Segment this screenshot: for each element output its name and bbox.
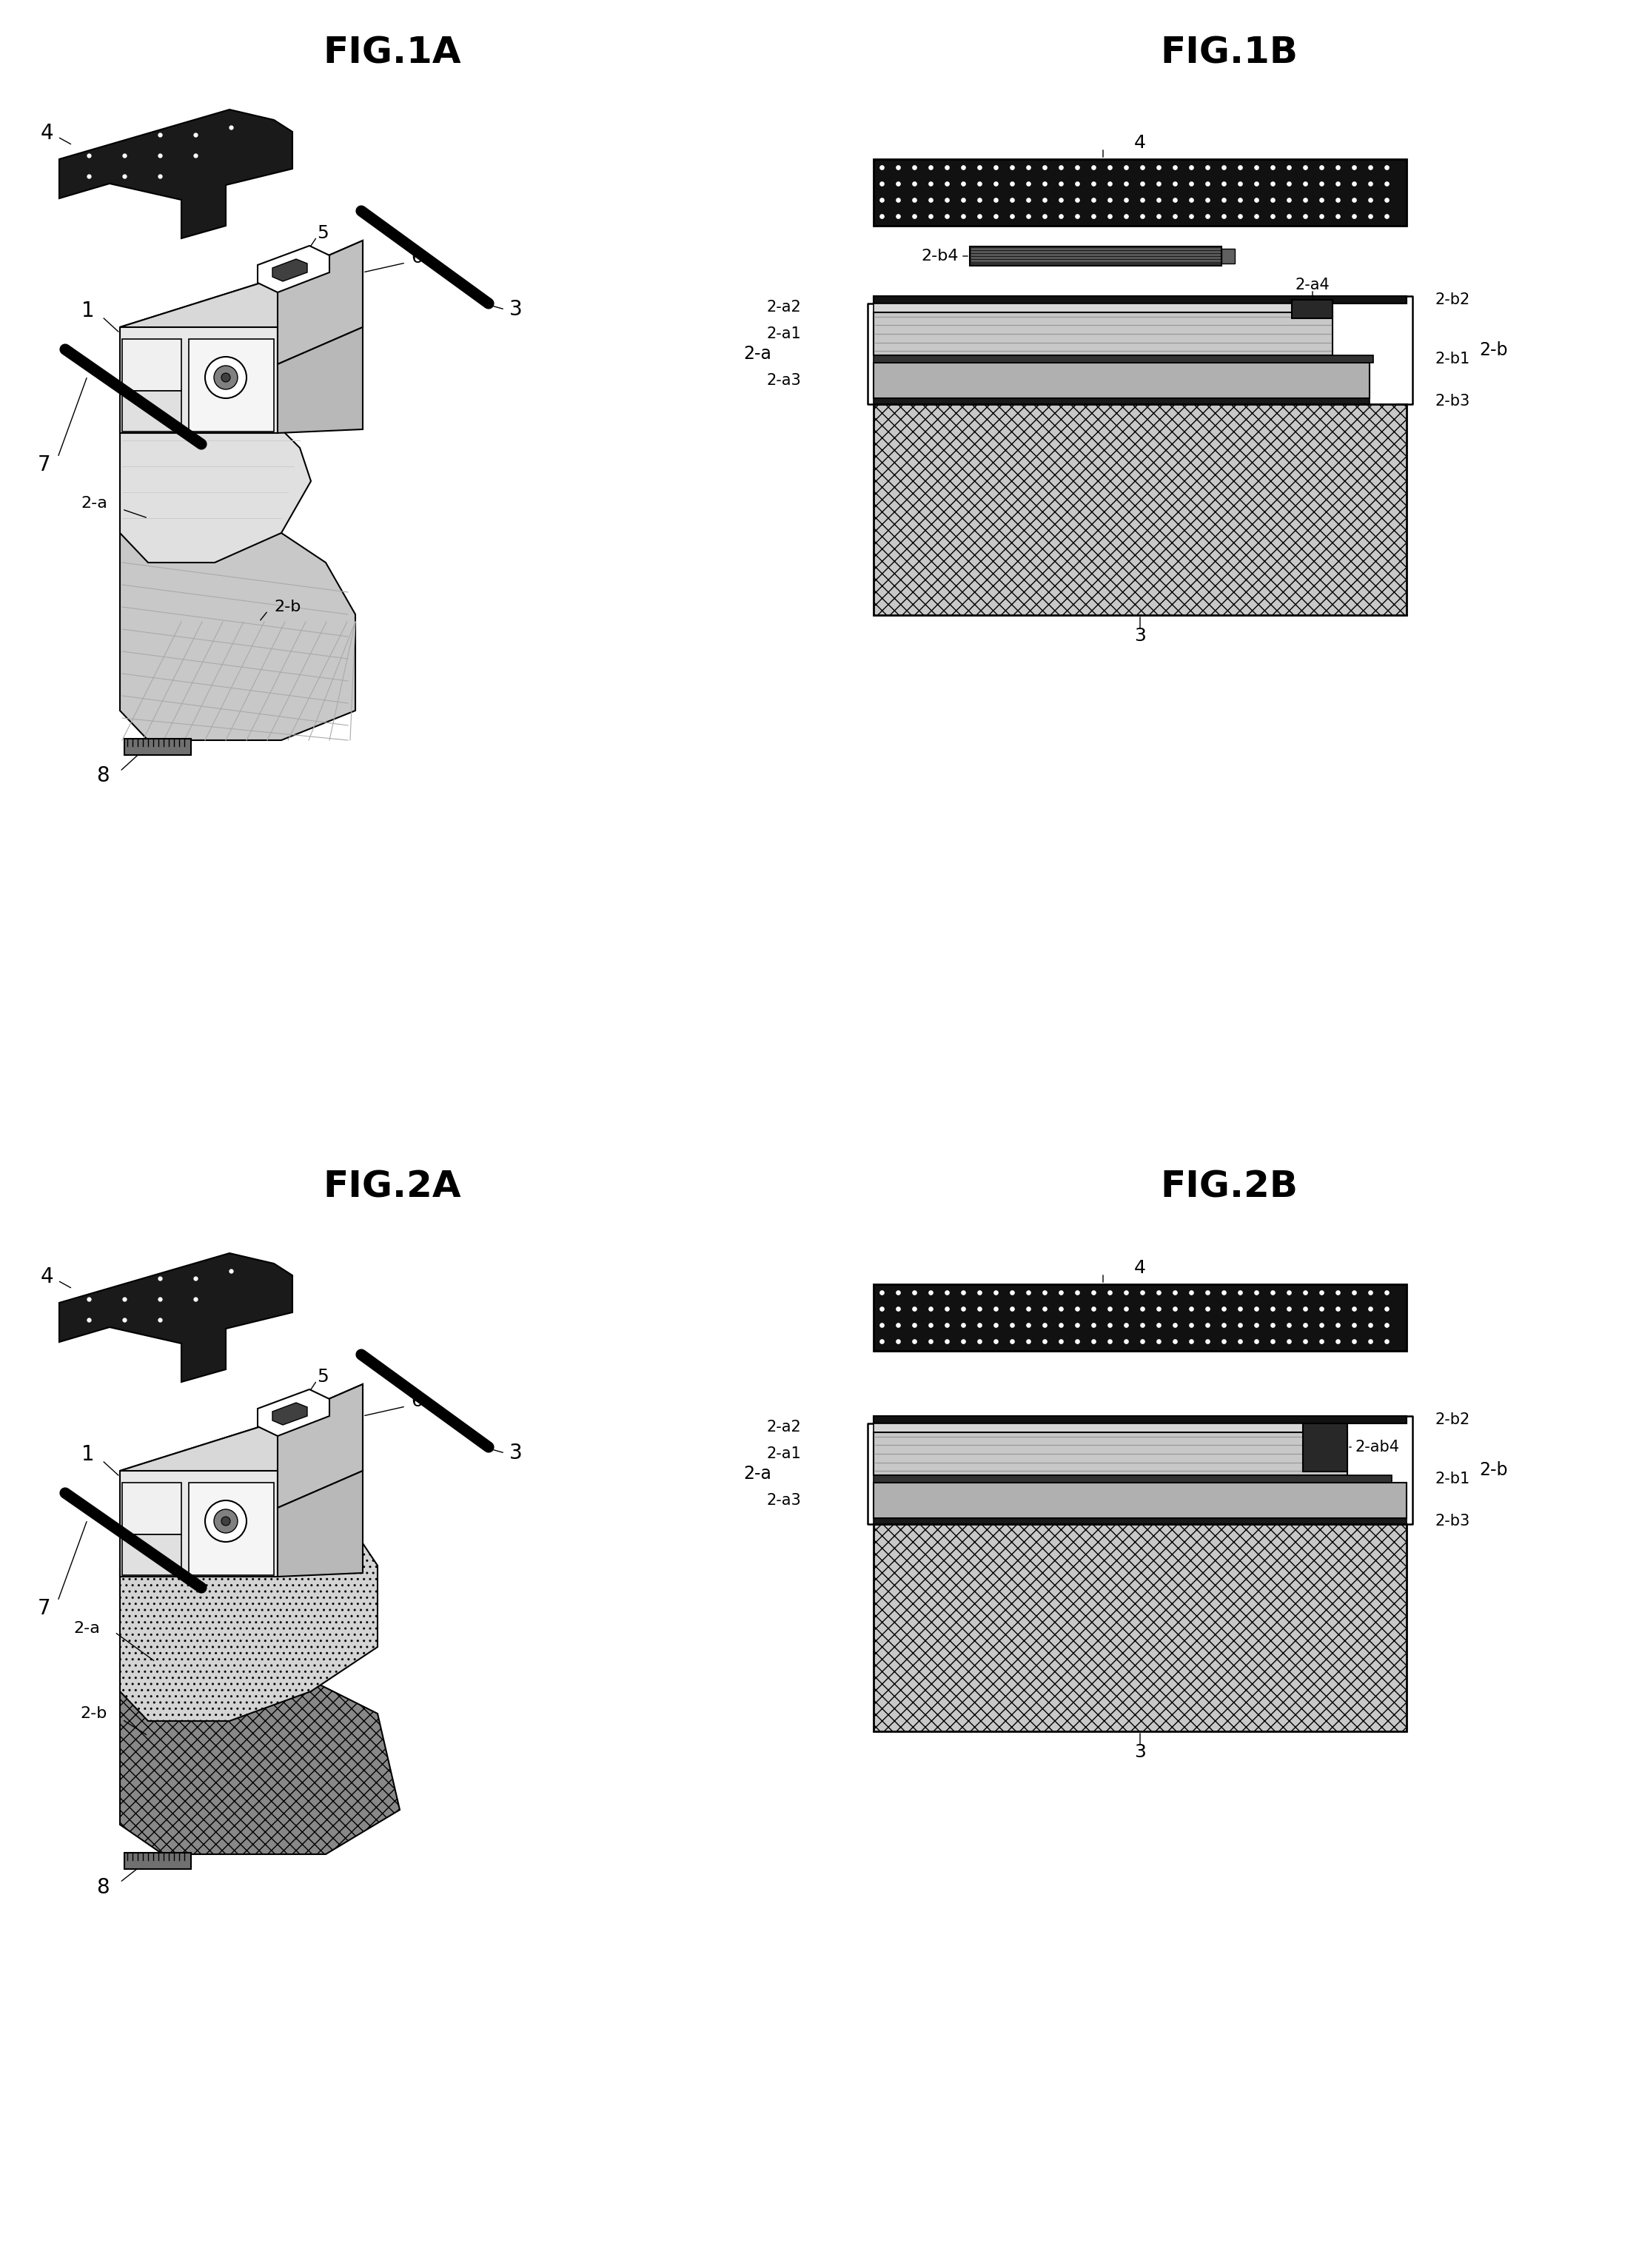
Bar (874, 159, 1406, 227)
Polygon shape (277, 240, 362, 365)
Polygon shape (120, 426, 311, 562)
Bar (874, 363, 1370, 399)
Text: 5: 5 (316, 225, 328, 243)
Text: 2-a: 2-a (80, 497, 107, 510)
Bar (874, 1424, 1347, 1433)
Text: 2-b2: 2-b2 (1434, 293, 1470, 306)
Polygon shape (59, 109, 292, 238)
Text: 2-b2: 2-b2 (1434, 1413, 1470, 1427)
Circle shape (215, 1508, 238, 1533)
Text: 1: 1 (82, 302, 95, 322)
Text: 7: 7 (38, 1599, 51, 1619)
Text: 4: 4 (1134, 134, 1146, 152)
Text: 6: 6 (411, 1393, 423, 1411)
Text: 2-b1: 2-b1 (1434, 1472, 1470, 1486)
Text: 8: 8 (97, 1878, 110, 1898)
Text: 5: 5 (316, 1368, 328, 1386)
Bar (874, 297, 1406, 304)
Text: 1: 1 (82, 1445, 95, 1465)
Text: 2-b4: 2-b4 (921, 249, 959, 263)
Text: 4: 4 (41, 122, 54, 143)
Text: 2-a3: 2-a3 (767, 372, 801, 388)
Text: 2-b1: 2-b1 (1434, 352, 1470, 367)
Bar (874, 1524, 1406, 1730)
Bar (874, 404, 1406, 615)
Polygon shape (272, 1402, 306, 1424)
Polygon shape (120, 533, 356, 739)
Bar (125, 739, 192, 755)
Text: 2-a: 2-a (744, 345, 772, 363)
Text: 2-a2: 2-a2 (767, 1420, 801, 1436)
Bar (1292, 299, 1333, 318)
Bar (874, 1474, 1392, 1483)
Text: 3: 3 (1134, 626, 1146, 644)
Text: 2-b3: 2-b3 (1434, 395, 1470, 408)
Text: 2-a4: 2-a4 (1295, 277, 1329, 293)
Text: 2-b: 2-b (1478, 340, 1508, 358)
Bar (874, 1517, 1406, 1524)
Text: 7: 7 (38, 454, 51, 476)
Polygon shape (120, 1422, 277, 1576)
Bar (874, 356, 1373, 363)
Bar (874, 1415, 1406, 1424)
Bar (874, 1284, 1406, 1352)
Bar (123, 1483, 182, 1535)
Text: FIG.1B: FIG.1B (1160, 36, 1298, 70)
Bar (874, 304, 1333, 313)
Bar (188, 338, 274, 431)
Bar (970, 247, 1221, 265)
Bar (874, 1483, 1406, 1517)
Circle shape (215, 365, 238, 390)
Bar (123, 1535, 182, 1576)
Circle shape (221, 372, 229, 381)
Text: 2-a1: 2-a1 (767, 1447, 801, 1461)
Bar (874, 399, 1370, 404)
Text: 2-a2: 2-a2 (767, 299, 801, 315)
Text: 2-a: 2-a (744, 1465, 772, 1483)
Polygon shape (257, 1390, 329, 1436)
Polygon shape (59, 1254, 292, 1381)
Text: 2-b3: 2-b3 (1434, 1513, 1470, 1529)
Polygon shape (277, 1383, 362, 1508)
Text: 2-b: 2-b (274, 599, 302, 615)
Polygon shape (120, 1542, 377, 1721)
Text: 8: 8 (97, 764, 110, 787)
Text: 2-b: 2-b (1478, 1461, 1508, 1479)
Polygon shape (277, 1470, 362, 1576)
Polygon shape (277, 327, 362, 433)
Bar (188, 1483, 274, 1576)
Bar (123, 390, 182, 431)
Text: 2-b: 2-b (80, 1706, 107, 1721)
Circle shape (205, 1501, 246, 1542)
Polygon shape (257, 245, 329, 293)
Text: FIG.2B: FIG.2B (1160, 1168, 1298, 1204)
Polygon shape (120, 1383, 362, 1470)
Text: 4: 4 (1134, 1259, 1146, 1277)
Bar (125, 1853, 192, 1869)
Text: 2-a1: 2-a1 (767, 327, 801, 340)
Bar (1303, 1424, 1347, 1472)
Text: 3: 3 (1134, 1744, 1146, 1760)
Bar (1221, 249, 1234, 263)
Circle shape (205, 356, 246, 399)
Text: 3: 3 (510, 1442, 523, 1463)
Text: FIG.1A: FIG.1A (323, 36, 462, 70)
Circle shape (221, 1517, 229, 1526)
Text: 2-ab4: 2-ab4 (1355, 1440, 1400, 1454)
Polygon shape (120, 277, 277, 433)
Bar (874, 1433, 1347, 1474)
Polygon shape (272, 259, 306, 281)
Polygon shape (120, 1683, 400, 1855)
Bar (123, 338, 182, 390)
Text: 6: 6 (411, 249, 423, 265)
Polygon shape (120, 240, 362, 327)
Text: 2-a3: 2-a3 (767, 1492, 801, 1508)
Bar (874, 313, 1333, 356)
Text: 3: 3 (510, 299, 523, 320)
Text: 2-a: 2-a (74, 1622, 100, 1635)
Text: FIG.2A: FIG.2A (323, 1168, 462, 1204)
Text: 4: 4 (41, 1266, 54, 1288)
